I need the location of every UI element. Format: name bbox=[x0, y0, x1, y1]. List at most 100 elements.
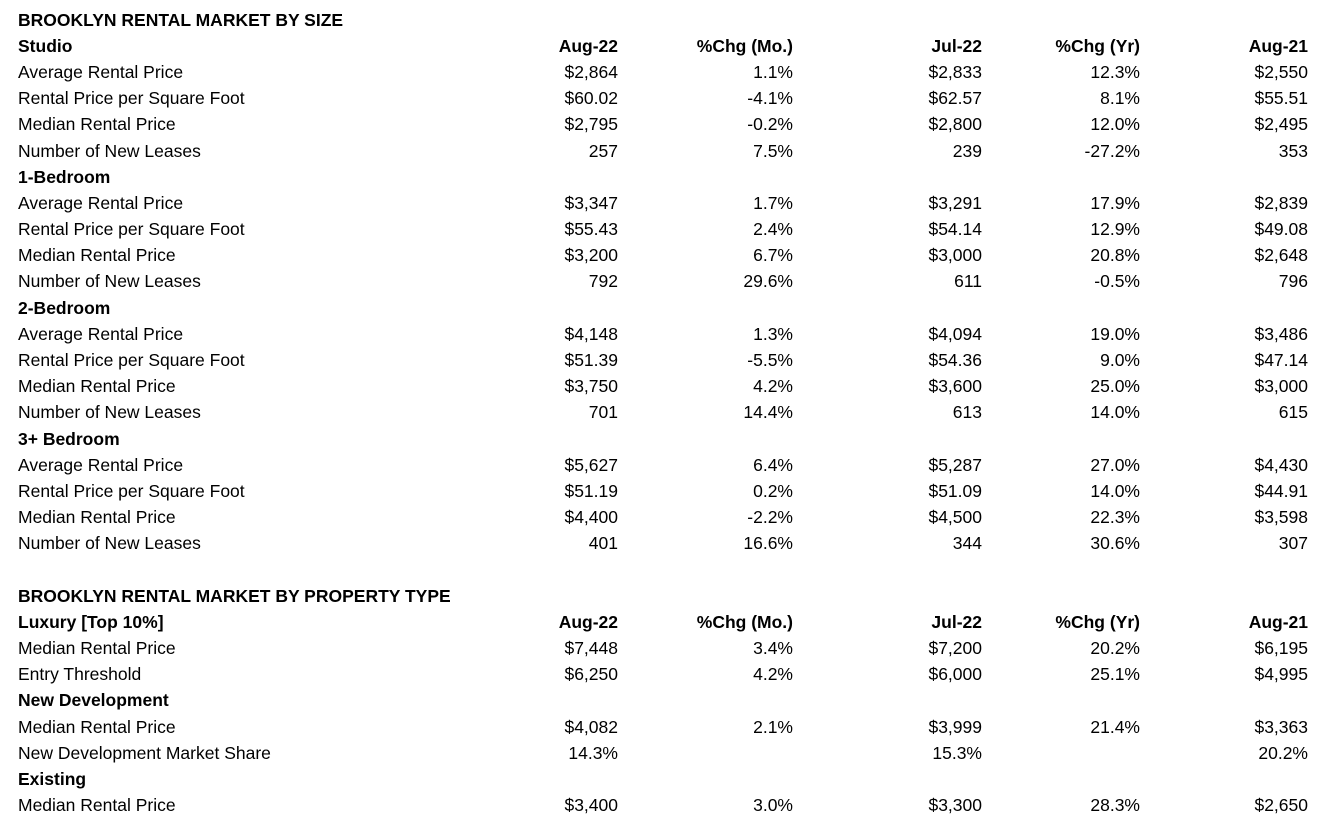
cell-aug-22: $4,148 bbox=[564, 323, 618, 344]
cell-aug-22 bbox=[398, 164, 618, 190]
cell-aug-22: 257 bbox=[588, 140, 618, 161]
cell-jul-22 bbox=[793, 426, 982, 452]
cell-chg-mo: 1.7% bbox=[753, 192, 793, 213]
cell-chg-yr: 21.4% bbox=[1090, 716, 1140, 737]
cell-chg-yr bbox=[982, 164, 1140, 190]
row-label: Rental Price per Square Foot bbox=[18, 219, 245, 240]
cell-chg-mo: 3.0% bbox=[753, 795, 793, 816]
table-row: Number of New Leases 401 16.6% 344 30.6% 307 bbox=[18, 531, 1308, 557]
cell-aug-22: 401 bbox=[588, 533, 618, 554]
row-label: New Development bbox=[18, 690, 169, 711]
rental-table: Studio Aug-22 %Chg (Mo.) Jul-22 %Chg (Yr) Aug… bbox=[18, 33, 1308, 557]
cell-aug-22: $51.39 bbox=[564, 350, 618, 371]
cell-aug-22 bbox=[398, 766, 618, 792]
cell-chg-mo: 7.5% bbox=[753, 140, 793, 161]
table-row: Median Rental Price $4,082 2.1% $3,999 21.4%… bbox=[18, 714, 1308, 740]
cell-jul-22: $4,500 bbox=[928, 507, 982, 528]
row-label: Average Rental Price bbox=[18, 61, 184, 82]
cell-chg-mo: 14.4% bbox=[743, 402, 793, 423]
cell-aug-21: $2,650 bbox=[1254, 795, 1308, 816]
cell-aug-22: $3,200 bbox=[564, 245, 618, 266]
cell-aug-21: Aug-21 bbox=[1248, 611, 1308, 632]
cell-chg-yr: 27.0% bbox=[1090, 454, 1140, 475]
row-label: Median Rental Price bbox=[18, 638, 176, 659]
row-label: 3+ Bedroom bbox=[18, 428, 120, 449]
cell-aug-22: $7,448 bbox=[564, 638, 618, 659]
cell-jul-22: Jul-22 bbox=[931, 35, 982, 56]
cell-aug-22: $5,627 bbox=[564, 454, 618, 475]
cell-jul-22: $3,300 bbox=[928, 795, 982, 816]
section-row: 2-Bedroom bbox=[18, 295, 1308, 321]
cell-aug-21: $49.08 bbox=[1254, 219, 1308, 240]
cell-aug-21: 307 bbox=[1278, 533, 1308, 554]
cell-aug-21: 353 bbox=[1278, 140, 1308, 161]
cell-jul-22: $7,200 bbox=[928, 638, 982, 659]
cell-chg-yr: 17.9% bbox=[1090, 192, 1140, 213]
cell-chg-yr: 12.3% bbox=[1090, 61, 1140, 82]
table-row: Rental Price per Square Foot $60.02 -4.1% $… bbox=[18, 86, 1308, 112]
cell-aug-22 bbox=[398, 426, 618, 452]
row-label: Existing bbox=[18, 769, 87, 790]
table-row: Median Rental Price $3,400 3.0% $3,300 28.3%… bbox=[18, 793, 1308, 819]
cell-jul-22: $3,600 bbox=[928, 376, 982, 397]
cell-aug-22: 792 bbox=[588, 271, 618, 292]
row-label: Median Rental Price bbox=[18, 795, 176, 816]
table-row: Median Rental Price $7,448 3.4% $7,200 20.2%… bbox=[18, 636, 1308, 662]
section-row: New Development bbox=[18, 688, 1308, 714]
cell-aug-22: $3,347 bbox=[564, 192, 618, 213]
cell-jul-22: $62.57 bbox=[928, 88, 982, 109]
cell-aug-21: $44.91 bbox=[1254, 480, 1308, 501]
cell-chg-yr: 12.0% bbox=[1090, 114, 1140, 135]
cell-aug-21: $55.51 bbox=[1254, 88, 1308, 109]
row-label: New Development Market Share bbox=[18, 742, 271, 763]
cell-aug-22: 701 bbox=[588, 402, 618, 423]
row-label: Rental Price per Square Foot bbox=[18, 350, 245, 371]
section-row: Existing bbox=[18, 766, 1308, 792]
cell-aug-21: $4,430 bbox=[1254, 454, 1308, 475]
cell-chg-yr: 22.3% bbox=[1090, 507, 1140, 528]
cell-jul-22: Jul-22 bbox=[931, 611, 982, 632]
cell-aug-22 bbox=[398, 688, 618, 714]
cell-aug-21: $6,195 bbox=[1254, 638, 1308, 659]
cell-chg-yr bbox=[982, 426, 1140, 452]
cell-chg-yr: 25.0% bbox=[1090, 376, 1140, 397]
cell-chg-yr: 30.6% bbox=[1090, 533, 1140, 554]
cell-aug-21: $3,598 bbox=[1254, 507, 1308, 528]
cell-jul-22: $2,800 bbox=[928, 114, 982, 135]
cell-jul-22 bbox=[793, 164, 982, 190]
table-row: Number of New Leases 257 7.5% 239 -27.2% 353 bbox=[18, 138, 1308, 164]
row-label: Number of New Leases bbox=[18, 402, 201, 423]
cell-chg-mo bbox=[618, 426, 793, 452]
row-label: Average Rental Price bbox=[18, 454, 184, 475]
cell-chg-mo: -4.1% bbox=[747, 88, 793, 109]
cell-chg-yr: 12.9% bbox=[1090, 219, 1140, 240]
cell-chg-mo: 3.4% bbox=[753, 638, 793, 659]
cell-chg-yr bbox=[982, 295, 1140, 321]
cell-chg-yr: 14.0% bbox=[1090, 402, 1140, 423]
cell-chg-yr: -27.2% bbox=[1084, 140, 1140, 161]
table-row: Entry Threshold $6,250 4.2% $6,000 25.1% $4,9… bbox=[18, 662, 1308, 688]
cell-chg-mo bbox=[618, 766, 793, 792]
cell-aug-21: 615 bbox=[1278, 402, 1308, 423]
table-row: Rental Price per Square Foot $51.19 0.2% $5… bbox=[18, 478, 1308, 504]
cell-chg-mo: 6.4% bbox=[753, 454, 793, 475]
cell-chg-mo: 2.1% bbox=[753, 716, 793, 737]
cell-aug-21 bbox=[1140, 426, 1308, 452]
cell-aug-21: $3,000 bbox=[1254, 376, 1308, 397]
table-row: Number of New Leases 792 29.6% 611 -0.5% 796 bbox=[18, 269, 1308, 295]
cell-chg-yr: 14.0% bbox=[1090, 480, 1140, 501]
cell-jul-22: $54.36 bbox=[928, 350, 982, 371]
cell-jul-22: 239 bbox=[952, 140, 982, 161]
row-label: Median Rental Price bbox=[18, 507, 176, 528]
cell-jul-22: $5,287 bbox=[928, 454, 982, 475]
table-row: Average Rental Price $2,864 1.1% $2,833 12.3… bbox=[18, 59, 1308, 85]
cell-chg-mo: -5.5% bbox=[747, 350, 793, 371]
table-row: New Development Market Share 14.3% 15.3% 20… bbox=[18, 740, 1308, 766]
cell-aug-21: $2,839 bbox=[1254, 192, 1308, 213]
row-label: Entry Threshold bbox=[18, 664, 142, 685]
row-label: Average Rental Price bbox=[18, 192, 184, 213]
cell-jul-22: $3,000 bbox=[928, 245, 982, 266]
cell-chg-yr: 20.2% bbox=[1090, 638, 1140, 659]
cell-chg-yr: 20.8% bbox=[1090, 245, 1140, 266]
